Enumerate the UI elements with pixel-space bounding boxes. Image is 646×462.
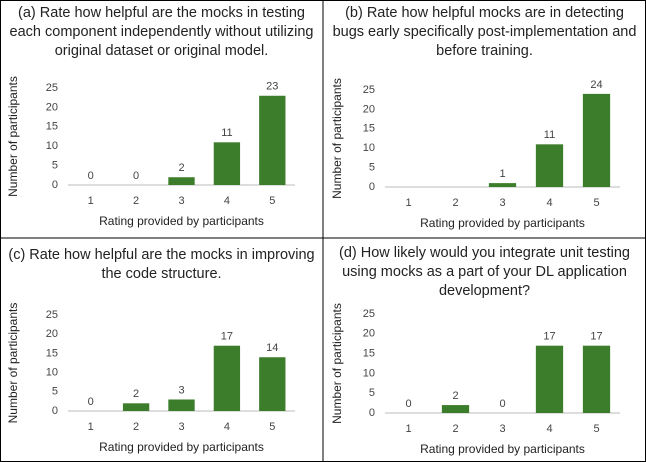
bar [441,405,470,413]
data-label: 11 [544,129,555,141]
data-label: 23 [266,81,278,93]
bar [488,183,517,187]
data-label: 2 [133,388,139,400]
bar [535,144,564,187]
data-label: 0 [405,398,411,410]
data-label: 1 [499,168,505,180]
y-tick-label: 0 [52,405,58,417]
bar [259,95,286,185]
y-tick-label: 0 [52,179,58,191]
data-label: 17 [590,331,602,343]
bar [213,345,241,411]
data-label: 0 [88,396,94,408]
y-tick-label: 10 [46,367,58,379]
y-tick-label: 25 [46,82,58,94]
y-tick-label: 15 [46,347,58,359]
y-tick-label: 0 [369,181,375,193]
x-tick-label: 4 [224,421,230,433]
data-label: 24 [590,79,602,91]
x-axis-label: Rating provided by participants [420,442,585,456]
bar [582,93,611,187]
x-tick-label: 5 [269,195,275,207]
y-tick-label: 5 [52,160,58,172]
data-label: 0 [499,398,505,410]
data-label: 17 [221,331,233,343]
x-tick-label: 2 [452,423,458,435]
y-tick-label: 25 [363,308,375,320]
x-tick-label: 3 [178,195,184,207]
data-label: 3 [178,384,184,396]
x-tick-label: 1 [405,423,411,435]
data-label: 2 [178,162,184,174]
y-tick-label: 25 [46,309,58,321]
y-tick-label: 5 [52,386,58,398]
x-tick-label: 3 [499,423,505,435]
x-tick-label: 4 [546,197,552,209]
y-tick-label: 25 [363,84,375,96]
x-tick-label: 1 [405,197,411,209]
chart-title: (a) Rate how helpful are the mocks in te… [9,5,314,59]
bar [259,357,286,411]
y-tick-label: 20 [46,328,58,340]
x-tick-label: 1 [88,195,94,207]
x-axis-label: Rating provided by participants [420,216,585,230]
y-tick-label: 10 [363,367,375,379]
y-axis-label: Number of participants [330,78,344,199]
data-label: 11 [221,127,232,139]
y-tick-label: 15 [363,348,375,360]
x-tick-label: 2 [133,195,139,207]
x-tick-label: 1 [88,421,94,433]
data-label: 0 [88,170,94,182]
x-tick-label: 2 [133,421,139,433]
y-axis-label: Number of participants [6,76,20,197]
data-label: 17 [543,331,555,343]
x-tick-label: 3 [178,421,184,433]
y-tick-label: 15 [363,123,375,135]
x-tick-label: 4 [546,423,552,435]
bar [582,345,611,413]
y-tick-label: 10 [363,142,375,154]
chart-title: (d) How likely would you integrate unit … [339,245,630,299]
x-tick-label: 3 [499,197,505,209]
data-label: 0 [133,170,139,182]
chart-title: (b) Rate how helpful mocks are in detect… [332,5,637,59]
y-tick-label: 0 [369,407,375,419]
x-tick-label: 5 [593,423,599,435]
y-tick-label: 20 [46,101,58,113]
x-tick-label: 4 [224,195,230,207]
x-tick-label: 5 [593,197,599,209]
bar [168,399,195,411]
y-tick-label: 5 [369,387,375,399]
bar [122,403,150,411]
y-tick-label: 15 [46,121,58,133]
bar [535,345,564,413]
data-label: 14 [266,342,278,354]
chart-title: (c) Rate how helpful are the mocks in im… [8,247,315,282]
y-tick-label: 10 [46,140,58,152]
x-tick-label: 5 [269,421,275,433]
x-tick-label: 2 [452,197,458,209]
y-axis-label: Number of participants [6,303,20,424]
bar [168,177,195,185]
data-label: 2 [452,390,458,402]
x-axis-label: Rating provided by participants [99,440,264,454]
bar [213,142,241,185]
y-tick-label: 20 [363,328,375,340]
y-axis-label: Number of participants [330,303,344,424]
x-axis-label: Rating provided by participants [99,214,264,228]
y-tick-label: 5 [369,162,375,174]
y-tick-label: 20 [363,103,375,115]
